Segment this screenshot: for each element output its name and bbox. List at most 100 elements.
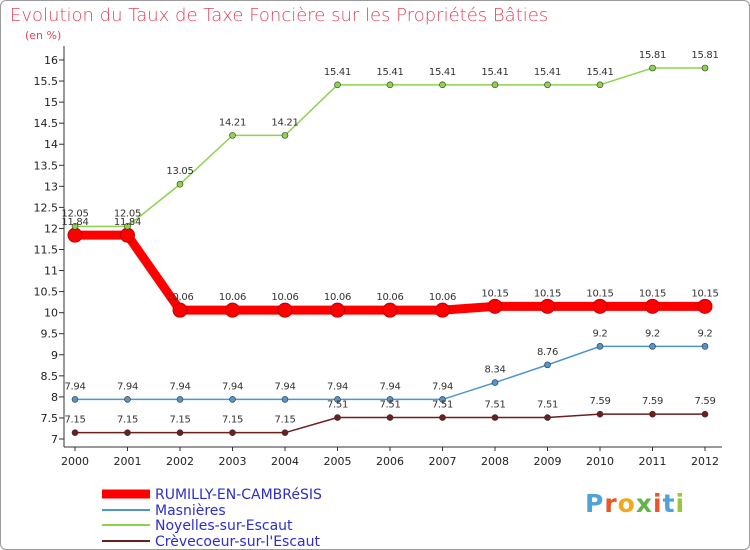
data-point bbox=[649, 343, 656, 350]
data-point bbox=[330, 302, 345, 318]
y-tick-label: 12.5 bbox=[34, 201, 59, 214]
data-label: 15.41 bbox=[429, 67, 456, 78]
data-point bbox=[649, 64, 656, 72]
data-label: 7.51 bbox=[379, 400, 400, 411]
data-label: 7.59 bbox=[589, 396, 610, 407]
y-tick-label: 10.5 bbox=[34, 286, 59, 299]
data-point bbox=[491, 414, 499, 421]
data-label: 14.21 bbox=[271, 117, 298, 128]
data-point bbox=[386, 414, 394, 421]
y-tick-label: 9 bbox=[51, 349, 58, 362]
data-label: 8.76 bbox=[537, 347, 558, 358]
data-point bbox=[176, 429, 184, 436]
data-label: 15.41 bbox=[534, 67, 561, 78]
data-label: 7.15 bbox=[222, 415, 243, 426]
data-point bbox=[544, 361, 551, 369]
data-point bbox=[334, 414, 341, 421]
y-tick-label: 8.5 bbox=[41, 370, 59, 383]
legend: RUMILLY-EN-CAMBRéSISMasnièresNoyelles-su… bbox=[102, 487, 322, 550]
data-point bbox=[71, 429, 79, 436]
x-tick-label: 2002 bbox=[166, 455, 194, 468]
data-point bbox=[382, 302, 398, 318]
data-label: 10.15 bbox=[534, 288, 561, 299]
data-point bbox=[281, 396, 289, 403]
data-label: 7.94 bbox=[64, 381, 85, 392]
x-tick-label: 2000 bbox=[61, 455, 89, 468]
x-tick-label: 2011 bbox=[639, 455, 667, 468]
data-point bbox=[172, 302, 188, 318]
data-point bbox=[544, 81, 551, 89]
y-tick-label: 12 bbox=[44, 222, 58, 235]
data-label: 9.2 bbox=[645, 328, 660, 339]
data-label: 7.94 bbox=[222, 381, 243, 392]
data-point bbox=[225, 302, 240, 318]
data-label: 10.06 bbox=[376, 292, 403, 303]
data-label: 11.84 bbox=[61, 217, 88, 228]
y-tick-label: 8 bbox=[51, 391, 58, 404]
data-point bbox=[386, 81, 394, 89]
data-point bbox=[334, 81, 341, 89]
data-label: 10.06 bbox=[324, 292, 351, 303]
data-label: 7.15 bbox=[274, 415, 295, 426]
data-label: 10.06 bbox=[219, 292, 246, 303]
data-point bbox=[649, 410, 656, 418]
data-label: 15.41 bbox=[481, 67, 508, 78]
data-label: 10.06 bbox=[271, 292, 298, 303]
data-point bbox=[277, 302, 293, 318]
data-point bbox=[540, 298, 555, 314]
data-point bbox=[281, 132, 289, 139]
data-point bbox=[487, 298, 503, 314]
x-tick-label: 2010 bbox=[586, 455, 614, 468]
data-point bbox=[124, 223, 131, 230]
series-line bbox=[74, 67, 706, 228]
data-point bbox=[596, 343, 604, 350]
x-tick-label: 2009 bbox=[534, 455, 562, 468]
chart-unit-label: (en %) bbox=[25, 29, 62, 42]
series-points bbox=[67, 64, 713, 436]
data-point bbox=[334, 396, 341, 403]
data-label: 7.15 bbox=[64, 415, 85, 426]
y-tick-label: 11.5 bbox=[34, 244, 59, 257]
data-point bbox=[491, 81, 499, 89]
data-point bbox=[229, 396, 236, 403]
proxiti-logo: Proxiti bbox=[585, 489, 686, 518]
y-tick-label: 16 bbox=[44, 54, 58, 67]
data-label: 10.15 bbox=[586, 288, 613, 299]
data-point bbox=[229, 132, 236, 139]
data-label: 7.51 bbox=[327, 400, 348, 411]
data-point bbox=[701, 64, 709, 72]
data-point bbox=[176, 180, 184, 188]
data-point bbox=[701, 343, 709, 350]
data-point bbox=[645, 298, 660, 314]
data-labels: 11.84 11.84 10.06 10.06 10.06 10.06 10.06 10.06… bbox=[61, 50, 718, 426]
data-point bbox=[439, 414, 446, 421]
data-label: 9.2 bbox=[592, 328, 607, 339]
data-label: 14.21 bbox=[219, 117, 246, 128]
data-label: 7.15 bbox=[117, 415, 138, 426]
data-label: 10.06 bbox=[429, 292, 456, 303]
data-label: 7.51 bbox=[432, 400, 453, 411]
data-label: 8.34 bbox=[484, 365, 505, 376]
data-label: 7.94 bbox=[379, 381, 400, 392]
chart-title: Evolution du Taux de Taxe Foncière sur l… bbox=[10, 5, 549, 26]
data-label: 10.15 bbox=[691, 288, 718, 299]
data-label: 7.94 bbox=[327, 381, 348, 392]
data-point bbox=[491, 379, 499, 386]
x-tick-label: 2001 bbox=[114, 455, 142, 468]
y-tick-label: 13 bbox=[44, 180, 58, 193]
y-tick-label: 7 bbox=[51, 433, 58, 446]
y-tick-label: 9.5 bbox=[41, 328, 59, 341]
x-tick-label: 2008 bbox=[481, 455, 509, 468]
data-point bbox=[592, 298, 608, 314]
data-label: 10.06 bbox=[166, 292, 193, 303]
data-point bbox=[229, 429, 236, 436]
data-label: 7.51 bbox=[537, 400, 558, 411]
data-point bbox=[596, 410, 604, 418]
y-tick-label: 7.5 bbox=[41, 412, 59, 425]
data-label: 7.94 bbox=[432, 381, 453, 392]
data-point bbox=[124, 396, 131, 403]
data-point bbox=[697, 298, 713, 314]
data-point bbox=[281, 429, 289, 436]
y-tick-label: 14.5 bbox=[34, 117, 59, 130]
